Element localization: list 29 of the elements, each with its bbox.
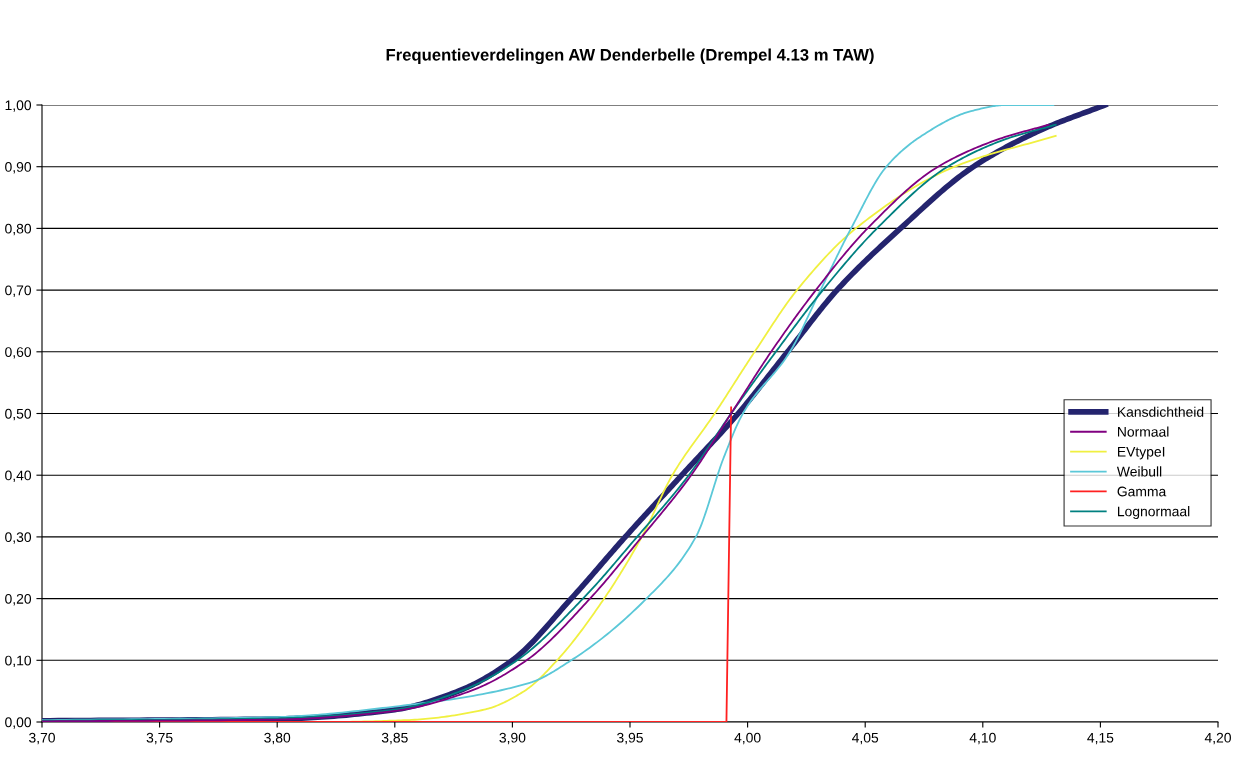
y-tick-label: 0,90	[5, 162, 32, 174]
y-tick-label: 0,20	[5, 593, 32, 606]
x-tick-label: 3,80	[264, 732, 291, 745]
legend-label: Kansdichtheid	[1118, 406, 1204, 417]
y-tick-label: 0,30	[5, 532, 32, 544]
legend-label: Weibull	[1116, 466, 1162, 477]
y-tick-label: 0,60	[5, 347, 32, 359]
x-tick-label: 3,75	[146, 732, 173, 745]
x-tick-label: 3,70	[29, 732, 55, 745]
x-tick-label: 3,85	[381, 732, 408, 745]
x-tick-label: 3,95	[617, 732, 643, 745]
legend-label: EVtypeI	[1118, 446, 1165, 460]
y-tick-label: 0,50	[5, 408, 32, 421]
x-tick-label: 4,00	[734, 732, 761, 745]
x-tick-label: 4,10	[969, 732, 996, 745]
legend-label: Gamma	[1117, 486, 1167, 497]
y-tick-label: 0,40	[5, 470, 32, 483]
y-tick-label: 0,80	[5, 223, 32, 236]
x-tick-label: 4,15	[1087, 732, 1114, 745]
legend-label: Lognormaal	[1118, 506, 1190, 520]
x-tick-label: 3,90	[499, 732, 526, 745]
y-tick-label: 0,10	[5, 655, 32, 668]
y-tick-label: 0,70	[5, 285, 32, 297]
legend-label: Normaal	[1118, 426, 1169, 437]
x-tick-label: 4,05	[852, 732, 879, 745]
chart-title: Frequentieverdelingen AW Denderbelle (Drempel 4.13 m TAW)	[386, 48, 874, 65]
x-tick-label: 4,20	[1204, 732, 1231, 745]
y-tick-label: 0,00	[5, 717, 32, 729]
y-tick-label: 1,00	[5, 100, 32, 112]
